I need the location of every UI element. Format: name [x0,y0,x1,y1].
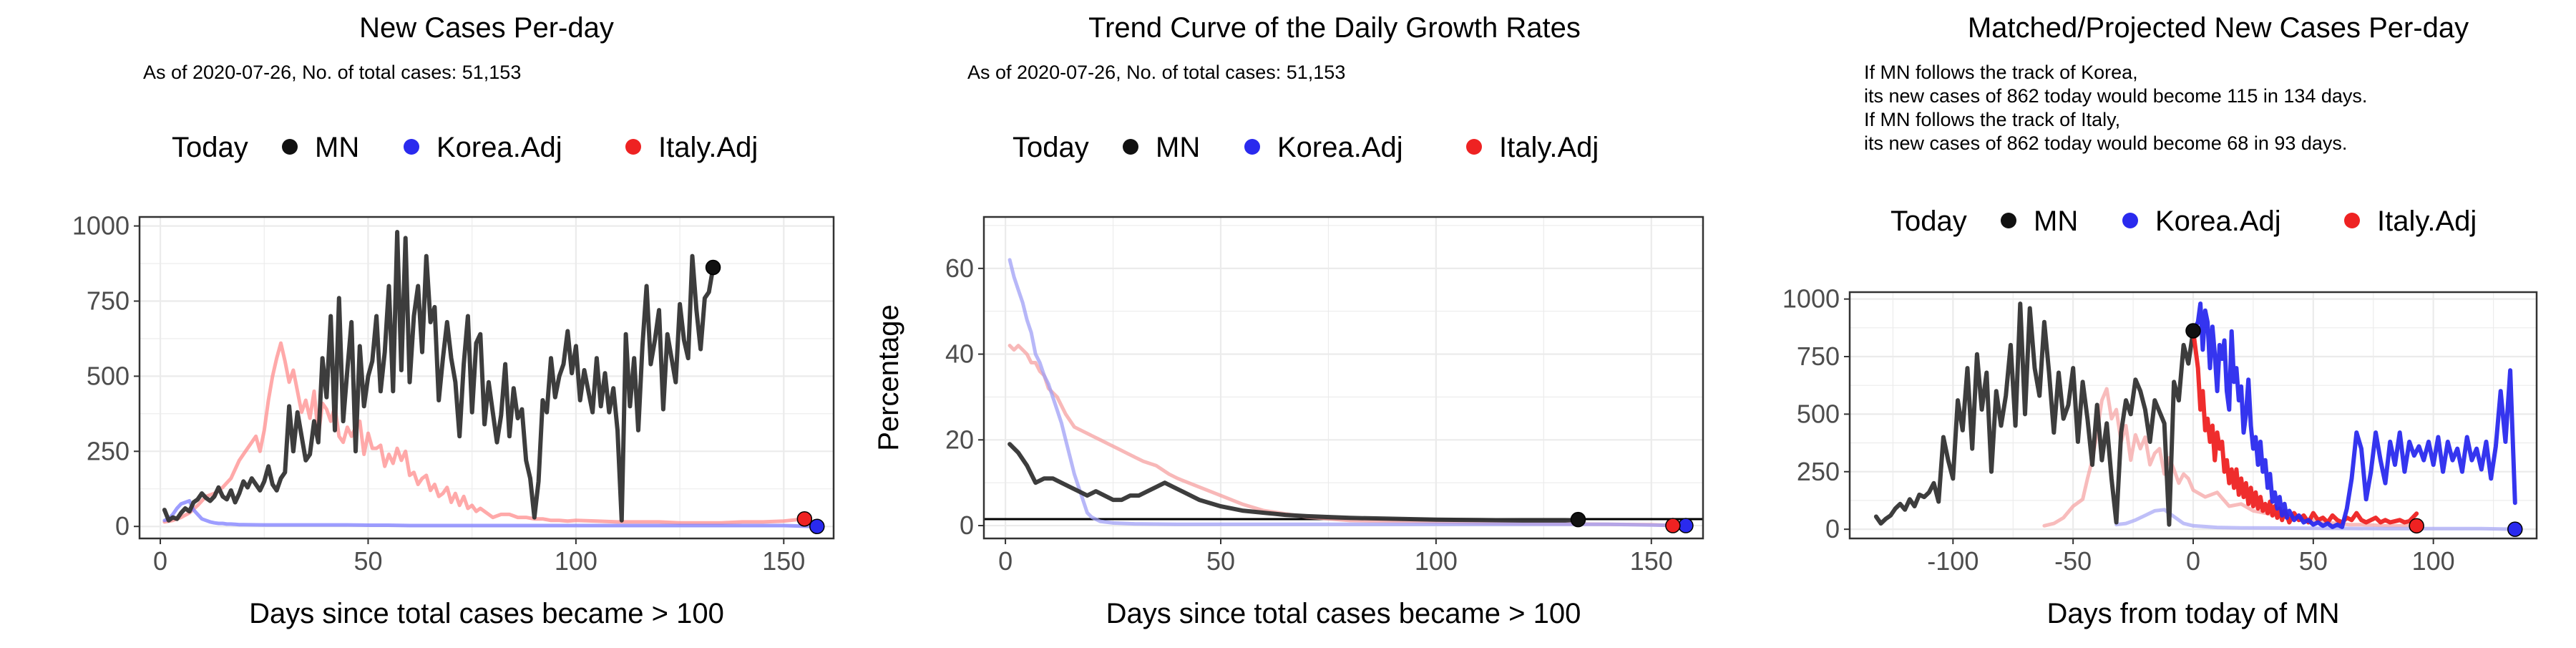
series-lines [162,230,815,528]
series-lines [1873,301,2517,531]
series-line-korea-adj [162,499,815,528]
legend-title: Today [172,132,248,163]
today-marker-italy-adj [2409,518,2424,534]
y-tick-label: 750 [87,286,130,315]
legend-label: Korea.Adj [2155,205,2281,237]
today-marker-mn [2185,323,2201,339]
y-tick-label: 500 [87,361,130,390]
plot-border [1848,291,2538,540]
chart-title: Matched/Projected New Cases Per-day [1968,12,2469,44]
x-tick-label: -100 [1927,546,1979,576]
x-tick-label: 50 [353,546,382,576]
legend-label: MN [1156,132,1200,163]
legend-label: MN [2034,205,2078,237]
plot-border [982,216,1704,540]
x-axis-label: Days since total cases became > 100 [249,598,724,629]
plot-background [140,217,834,538]
x-axis-label: Days since total cases became > 100 [1106,598,1581,629]
y-tick-label: 250 [87,436,130,465]
x-tick-label: 150 [1630,546,1673,576]
chart-annotation-line: its new cases of 862 today would become … [1864,85,2367,107]
chart-title: New Cases Per-day [359,12,614,44]
today-marker-korea-adj [809,518,825,534]
chart-legend: Today MN Korea.Adj Italy.Adj [1013,132,1599,163]
chart-legend: Today MN Korea.Adj Italy.Adj [172,132,758,163]
legend-key-korea-adj [1244,139,1260,155]
chart-title: Trend Curve of the Daily Growth Rates [1088,12,1581,44]
legend-label: Italy.Adj [658,132,758,163]
today-marker-mn [1570,511,1586,528]
plot-background [984,217,1703,538]
y-tick-label: 0 [115,511,130,541]
today-marker-italy-adj [796,511,813,527]
legend-key-mn [282,139,298,155]
x-tick-label: 100 [555,546,597,576]
x-tick-label: 0 [153,546,167,576]
series-line-mn [162,230,716,523]
today-marker-mn [705,259,721,276]
legend-key-korea-adj [404,139,419,155]
legend-label: MN [315,132,359,163]
y-tick-label: 60 [945,253,974,283]
legend-key-mn [2001,213,2016,228]
today-marker-italy-adj [1665,518,1681,533]
chart-annotation-line: If MN follows the track of Italy, [1864,109,2120,130]
today-marker-korea-adj [2507,521,2523,537]
chart-annotation-line: its new cases of 862 today would become … [1864,132,2347,154]
chart-panel-1: New Cases Per-day As of 2020-07-26, No. o… [72,12,835,629]
y-tick-label: 250 [1797,457,1840,486]
x-tick-label: 150 [762,546,805,576]
y-tick-label: 40 [945,339,974,369]
legend-label: Korea.Adj [1277,132,1403,163]
y-tick-label: 750 [1797,342,1840,371]
plot-border [138,216,835,540]
series-lines [1008,258,1684,528]
series-line-korea-adj-matched [2114,508,2517,531]
legend-key-korea-adj [2122,213,2138,228]
series-line-mn [1008,442,1581,523]
y-axis-label: Percentage [873,304,904,451]
gridlines [140,217,834,538]
chart-subtitle: As of 2020-07-26, No. of total cases: 51… [967,62,1345,83]
legend-title: Today [1013,132,1089,163]
legend-label: Korea.Adj [436,132,562,163]
gridlines [984,217,1703,538]
y-tick-label: 0 [1825,514,1840,543]
chart-subtitle: As of 2020-07-26, No. of total cases: 51… [143,62,521,83]
series-line-italy-adj [2191,329,2419,525]
today-marker-korea-adj [1678,518,1694,533]
series-line-korea-adj [1008,258,1684,528]
x-tick-label: 50 [1206,546,1235,576]
legend-key-italy-adj [625,139,641,155]
legend-label: Italy.Adj [2377,205,2477,237]
x-tick-label: 0 [998,546,1013,576]
series-line-italy-adj [1008,344,1675,528]
chart-panel-3: Matched/Projected New Cases Per-day If MN… [1782,12,2538,629]
x-tick-label: 100 [1415,546,1458,576]
x-tick-label: -50 [2054,546,2092,576]
legend-key-mn [1123,139,1138,155]
legend-key-italy-adj [2344,213,2360,228]
y-tick-label: 20 [945,425,974,454]
series-line-korea-adj [2191,301,2517,529]
series-line-mn [1873,301,2195,527]
x-tick-label: 100 [2412,546,2455,576]
legend-label: Italy.Adj [1499,132,1599,163]
y-tick-label: 0 [960,511,974,540]
legend-title: Today [1890,205,1967,237]
x-axis-label: Days from today of MN [2046,598,2339,629]
chart-panel-2: Trend Curve of the Daily Growth Rates As … [873,12,1704,629]
chart-legend: Today MN Korea.Adj Italy.Adj [1890,205,2477,237]
chart-annotation-line: If MN follows the track of Korea, [1864,62,2138,83]
x-tick-label: 0 [2186,546,2200,576]
legend-key-italy-adj [1466,139,1482,155]
y-tick-label: 1000 [1782,284,1840,314]
x-tick-label: 50 [2299,546,2328,576]
y-tick-label: 500 [1797,399,1840,428]
series-line-italy-adj [162,341,806,525]
y-tick-label: 1000 [72,211,130,241]
